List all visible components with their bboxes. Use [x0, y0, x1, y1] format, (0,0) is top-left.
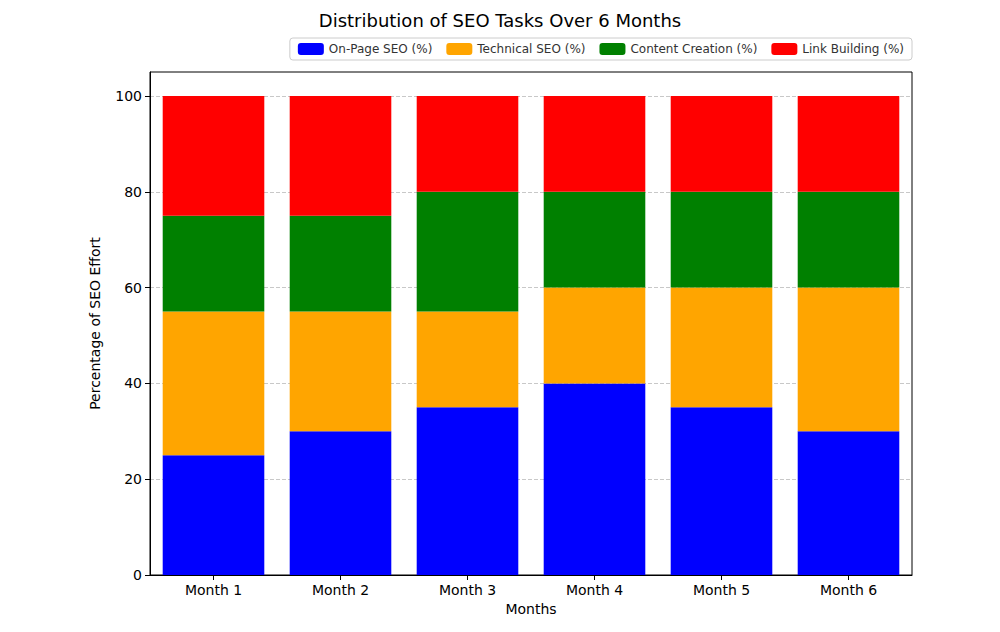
svg-text:20: 20: [124, 471, 142, 487]
svg-text:Technical SEO (%): Technical SEO (%): [476, 42, 585, 56]
svg-text:0: 0: [133, 567, 142, 583]
svg-text:Percentage of SEO Effort: Percentage of SEO Effort: [87, 237, 103, 410]
svg-text:Months: Months: [505, 601, 556, 617]
svg-text:Month 6: Month 6: [820, 582, 877, 598]
svg-text:Month 2: Month 2: [312, 582, 369, 598]
svg-text:Distribution of SEO Tasks Over: Distribution of SEO Tasks Over 6 Months: [319, 10, 681, 31]
svg-text:Month 4: Month 4: [566, 582, 623, 598]
svg-text:40: 40: [124, 375, 142, 391]
svg-text:60: 60: [124, 280, 142, 296]
svg-text:Month 1: Month 1: [185, 582, 242, 598]
svg-text:Link Building (%): Link Building (%): [802, 42, 904, 56]
svg-text:100: 100: [115, 88, 142, 104]
svg-text:Month 5: Month 5: [693, 582, 750, 598]
svg-text:80: 80: [124, 184, 142, 200]
svg-text:On-Page SEO (%): On-Page SEO (%): [329, 42, 432, 56]
svg-text:Month 3: Month 3: [439, 582, 496, 598]
svg-text:Content Creation (%): Content Creation (%): [630, 42, 757, 56]
